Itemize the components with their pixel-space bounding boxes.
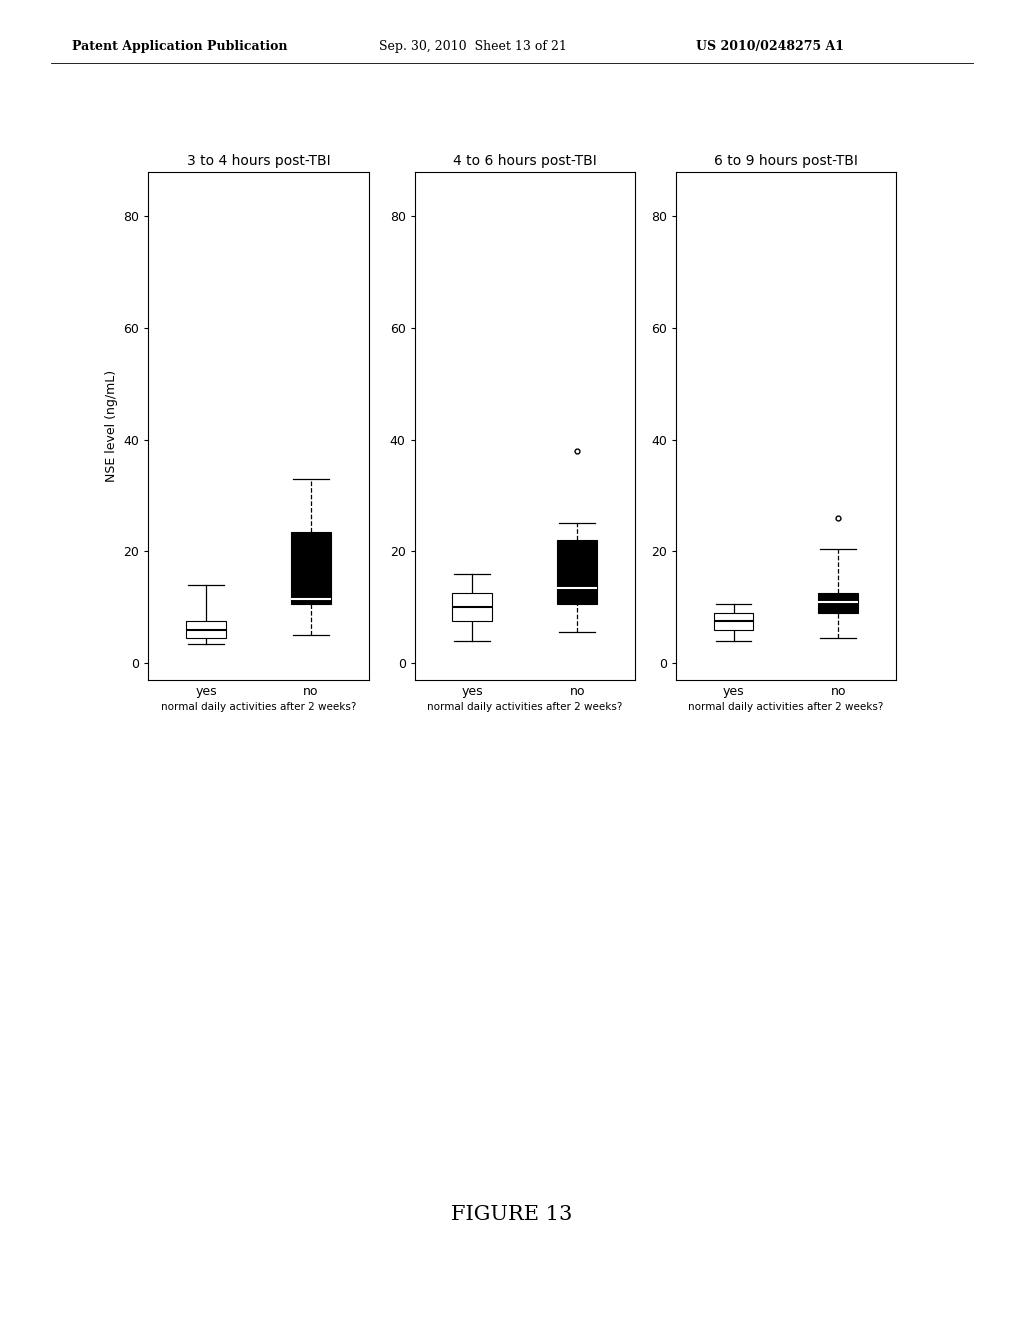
Text: US 2010/0248275 A1: US 2010/0248275 A1 [696,40,845,53]
Title: 3 to 4 hours post-TBI: 3 to 4 hours post-TBI [186,153,331,168]
Title: 6 to 9 hours post-TBI: 6 to 9 hours post-TBI [714,153,858,168]
Text: Sep. 30, 2010  Sheet 13 of 21: Sep. 30, 2010 Sheet 13 of 21 [379,40,566,53]
Bar [186,622,226,638]
Bar [291,532,331,605]
Bar [818,593,858,612]
Bar [557,540,597,605]
Text: Patent Application Publication: Patent Application Publication [72,40,287,53]
X-axis label: normal daily activities after 2 weeks?: normal daily activities after 2 weeks? [161,702,356,711]
Text: FIGURE 13: FIGURE 13 [452,1205,572,1224]
X-axis label: normal daily activities after 2 weeks?: normal daily activities after 2 weeks? [688,702,884,711]
X-axis label: normal daily activities after 2 weeks?: normal daily activities after 2 weeks? [427,702,623,711]
Y-axis label: NSE level (ng/mL): NSE level (ng/mL) [104,370,118,482]
Bar [453,593,493,622]
Bar [714,612,754,630]
Title: 4 to 6 hours post-TBI: 4 to 6 hours post-TBI [453,153,597,168]
